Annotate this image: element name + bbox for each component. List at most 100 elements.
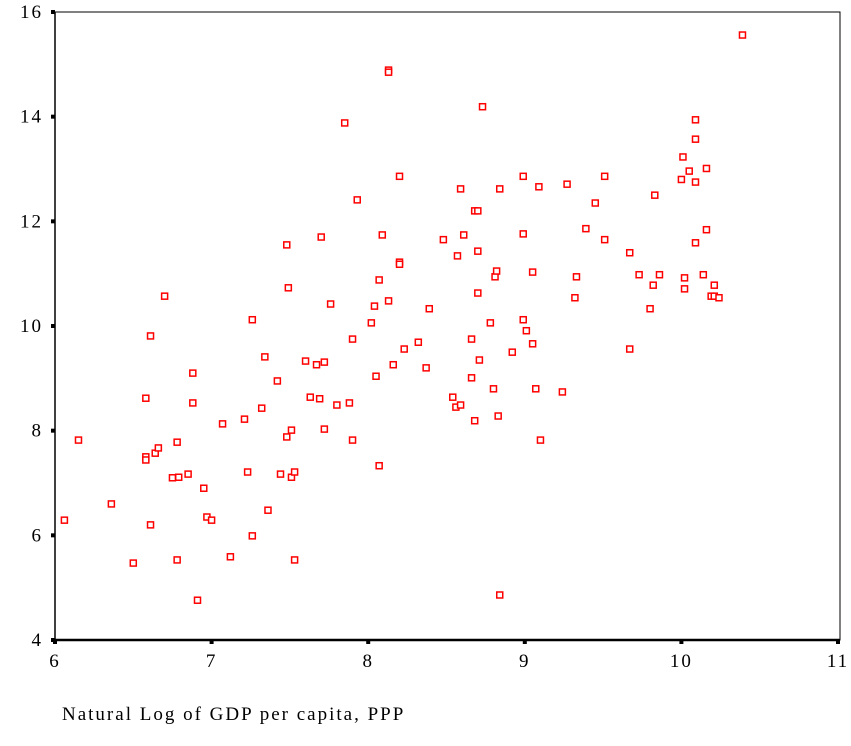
point (353, 196, 361, 204)
point (475, 356, 484, 364)
point (456, 185, 465, 193)
point (470, 416, 479, 425)
point (691, 116, 700, 124)
point (261, 353, 269, 361)
y-tick-label: 10 (20, 316, 43, 337)
point (571, 293, 579, 302)
point (248, 532, 257, 540)
point (301, 357, 310, 365)
point (535, 183, 543, 191)
point (563, 180, 571, 188)
point (284, 284, 293, 292)
point (154, 444, 163, 452)
point (467, 335, 476, 343)
point (370, 302, 379, 310)
point (522, 326, 531, 335)
point (264, 506, 272, 514)
point (519, 230, 527, 238)
point (625, 345, 634, 353)
point (320, 358, 329, 366)
point (699, 270, 708, 279)
point (129, 559, 138, 567)
point (287, 426, 296, 434)
point (189, 399, 197, 407)
point (348, 436, 357, 444)
point (333, 401, 341, 409)
point (142, 456, 150, 464)
point (680, 285, 689, 293)
point (474, 289, 482, 297)
point (677, 175, 686, 184)
point (389, 360, 398, 369)
y-tick-label: 4 (32, 630, 44, 651)
point (519, 172, 527, 181)
point (240, 415, 249, 423)
point (107, 500, 116, 508)
point (160, 292, 169, 300)
x-tick-label: 8 (362, 651, 374, 672)
point (635, 270, 643, 279)
point (710, 281, 719, 289)
point (474, 247, 482, 255)
point (326, 300, 335, 308)
point (168, 474, 177, 482)
point (691, 135, 700, 143)
y-tick-label: 14 (20, 107, 43, 128)
point (173, 438, 181, 446)
point (489, 385, 498, 393)
point (702, 164, 711, 173)
point (685, 167, 693, 175)
point (680, 274, 689, 282)
point (257, 404, 266, 412)
point (226, 553, 235, 561)
point (528, 340, 537, 348)
x-tick-label: 10 (670, 651, 693, 672)
point (395, 260, 404, 268)
point (591, 199, 600, 207)
point (649, 281, 657, 289)
point (715, 293, 723, 302)
y-tick-label: 6 (32, 525, 44, 546)
point (558, 388, 567, 396)
point (486, 319, 495, 327)
point (400, 345, 408, 353)
point (519, 315, 527, 324)
point (248, 315, 257, 324)
point (306, 393, 315, 401)
point (459, 231, 468, 239)
point (439, 235, 448, 244)
point (474, 207, 482, 215)
point (290, 468, 299, 476)
x-tick-label: 11 (827, 651, 849, 672)
point (691, 178, 700, 186)
point (340, 119, 349, 127)
point (207, 516, 216, 524)
point (422, 364, 430, 372)
point (625, 248, 634, 257)
point (655, 270, 664, 279)
point (283, 433, 291, 441)
point (449, 393, 457, 401)
point (492, 267, 501, 275)
plot-frame (54, 11, 841, 641)
x-tick-label: 9 (519, 651, 531, 672)
point (600, 235, 609, 244)
point (528, 268, 537, 276)
point (384, 68, 393, 76)
point (273, 377, 282, 385)
point (679, 153, 687, 161)
point (60, 516, 69, 524)
point (600, 172, 609, 181)
point (218, 420, 227, 428)
point (495, 591, 504, 599)
point (582, 224, 590, 233)
point (320, 425, 329, 433)
point (375, 461, 383, 470)
point (572, 273, 581, 281)
point (384, 297, 393, 305)
point (200, 484, 208, 492)
point (508, 348, 517, 356)
point (348, 335, 357, 343)
point (532, 385, 540, 393)
